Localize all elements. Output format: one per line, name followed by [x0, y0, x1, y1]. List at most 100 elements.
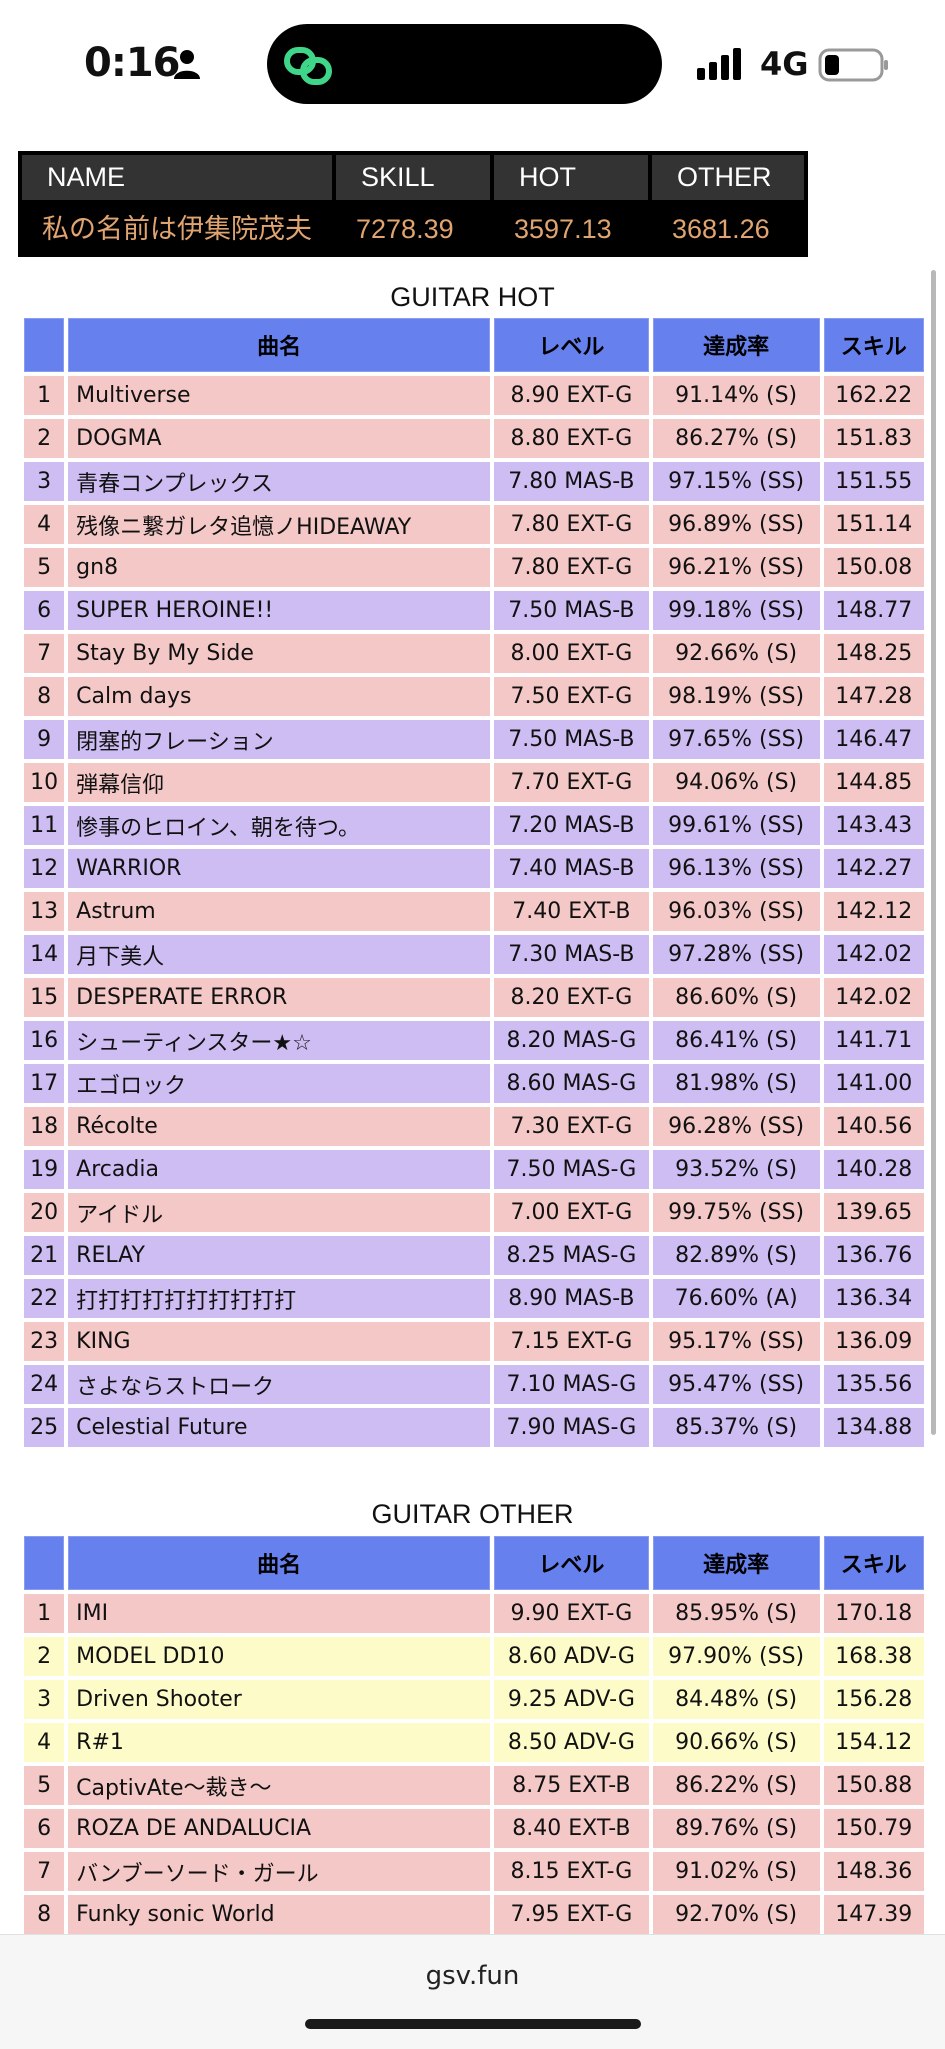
skill-cell: 142.12 — [823, 892, 924, 931]
other-col-skill: スキル — [823, 1536, 924, 1590]
skill-cell: 142.02 — [823, 935, 924, 974]
hot-table-row: 2 DOGMA 8.80 EXT-G 86.27% (S) 151.83 — [24, 419, 924, 458]
rank-cell: 9 — [24, 720, 65, 759]
rank-cell: 3 — [24, 462, 65, 501]
skill-cell: 147.28 — [823, 677, 924, 716]
other-table-row: 5 CaptivAte〜裁き〜 8.75 EXT-B 86.22% (S) 150.88 — [24, 1766, 924, 1805]
other-col-level: レベル — [494, 1536, 649, 1590]
rank-cell: 4 — [24, 1723, 65, 1762]
url-display[interactable]: gsv.fun — [425, 1961, 520, 1991]
rank-cell: 2 — [24, 419, 65, 458]
achievement-rate: 96.13% (SS) — [652, 849, 820, 888]
achievement-rate: 91.02% (S) — [652, 1852, 820, 1891]
level-cell: 7.80 EXT-G — [494, 505, 649, 544]
hot-table-row: 17 エゴロック 8.60 MAS-G 81.98% (S) 141.00 — [24, 1064, 924, 1103]
profile-header-skill: SKILL — [336, 155, 490, 200]
song-title: 弾幕信仰 — [68, 763, 491, 802]
song-title: 青春コンプレックス — [68, 462, 491, 501]
skill-cell: 151.55 — [823, 462, 924, 501]
skill-cell: 151.83 — [823, 419, 924, 458]
hot-table-row: 25 Celestial Future 7.90 MAS-G 85.37% (S) 13… — [24, 1408, 924, 1447]
achievement-rate: 97.15% (SS) — [652, 462, 820, 501]
hot-col-rate: 達成率 — [652, 318, 820, 372]
song-title: Astrum — [68, 892, 491, 931]
achievement-rate: 91.14% (S) — [652, 376, 820, 415]
level-cell: 8.20 EXT-G — [494, 978, 649, 1017]
song-title: Driven Shooter — [68, 1680, 491, 1719]
skill-cell: 136.34 — [823, 1279, 924, 1318]
song-title: エゴロック — [68, 1064, 491, 1103]
other-col-rate: 達成率 — [652, 1536, 820, 1590]
level-cell: 8.50 ADV-G — [494, 1723, 649, 1762]
song-title: 残像ニ繋ガレタ追憶ノHIDEAWAY — [68, 505, 491, 544]
skill-cell: 144.85 — [823, 763, 924, 802]
rank-cell: 7 — [24, 634, 65, 673]
achievement-rate: 94.06% (S) — [652, 763, 820, 802]
other-table: 曲名 レベル 達成率 スキル 1 IMI 9.90 EXT-G 85.95% (S) 1… — [20, 1532, 928, 1938]
skill-cell: 142.02 — [823, 978, 924, 1017]
skill-cell: 142.27 — [823, 849, 924, 888]
person-icon — [174, 50, 200, 79]
song-title: シューティンスター★☆ — [68, 1021, 491, 1060]
network-type: 4G — [760, 45, 809, 83]
level-cell: 7.15 EXT-G — [494, 1322, 649, 1361]
skill-cell: 150.88 — [823, 1766, 924, 1805]
song-title: Calm days — [68, 677, 491, 716]
song-title: KING — [68, 1322, 491, 1361]
achievement-rate: 99.18% (SS) — [652, 591, 820, 630]
skill-cell: 148.77 — [823, 591, 924, 630]
song-title: ROZA DE ANDALUCIA — [68, 1809, 491, 1848]
skill-other: 3681.26 — [672, 214, 770, 244]
skill-hot: 3597.13 — [514, 214, 612, 244]
song-title: アイドル — [68, 1193, 491, 1232]
achievement-rate: 86.27% (S) — [652, 419, 820, 458]
hot-table: 曲名 レベル 達成率 スキル 1 Multiverse 8.90 EXT-G 91.1… — [20, 314, 928, 1451]
app-link-icon — [284, 47, 332, 85]
level-cell: 7.40 EXT-B — [494, 892, 649, 931]
home-indicator[interactable] — [305, 2019, 641, 2029]
hot-table-row: 6 SUPER HEROINE!! 7.50 MAS-B 99.18% (SS) 148… — [24, 591, 924, 630]
skill-cell: 134.88 — [823, 1408, 924, 1447]
level-cell: 7.50 EXT-G — [494, 677, 649, 716]
profile-header-hot: HOT — [494, 155, 648, 200]
rank-cell: 11 — [24, 806, 65, 845]
hot-table-row: 1 Multiverse 8.90 EXT-G 91.14% (S) 162.22 — [24, 376, 924, 415]
other-table-row: 3 Driven Shooter 9.25 ADV-G 84.48% (S) 156.2… — [24, 1680, 924, 1719]
level-cell: 7.70 EXT-G — [494, 763, 649, 802]
rank-cell: 1 — [24, 376, 65, 415]
skill-cell: 141.71 — [823, 1021, 924, 1060]
rank-cell: 25 — [24, 1408, 65, 1447]
achievement-rate: 95.47% (SS) — [652, 1365, 820, 1404]
achievement-rate: 76.60% (A) — [652, 1279, 820, 1318]
rank-cell: 5 — [24, 1766, 65, 1805]
hot-table-row: 4 残像ニ繋ガレタ追憶ノHIDEAWAY 7.80 EXT-G 96.89% (SS)… — [24, 505, 924, 544]
song-title: 惨事のヒロイン、朝を待つ。 — [68, 806, 491, 845]
level-cell: 7.95 EXT-G — [494, 1895, 649, 1934]
achievement-rate: 97.65% (SS) — [652, 720, 820, 759]
skill-cell: 143.43 — [823, 806, 924, 845]
other-table-row: 6 ROZA DE ANDALUCIA 8.40 EXT-B 89.76% (S) 15… — [24, 1809, 924, 1848]
skill-cell: 154.12 — [823, 1723, 924, 1762]
rank-cell: 17 — [24, 1064, 65, 1103]
rank-cell: 2 — [24, 1637, 65, 1676]
rank-cell: 6 — [24, 591, 65, 630]
achievement-rate: 98.19% (SS) — [652, 677, 820, 716]
song-title: Stay By My Side — [68, 634, 491, 673]
skill-cell: 151.14 — [823, 505, 924, 544]
rank-cell: 4 — [24, 505, 65, 544]
page-scrollbar[interactable] — [931, 270, 936, 1435]
level-cell: 7.50 MAS-B — [494, 720, 649, 759]
song-title: Arcadia — [68, 1150, 491, 1189]
dynamic-island — [267, 24, 662, 104]
level-cell: 8.20 MAS-G — [494, 1021, 649, 1060]
achievement-rate: 96.03% (SS) — [652, 892, 820, 931]
hot-section-title: GUITAR HOT — [390, 282, 555, 312]
hot-table-row: 7 Stay By My Side 8.00 EXT-G 92.66% (S) 148.… — [24, 634, 924, 673]
profile-header-name: NAME — [22, 155, 332, 200]
achievement-rate: 89.76% (S) — [652, 1809, 820, 1848]
rank-cell: 6 — [24, 1809, 65, 1848]
rank-cell: 12 — [24, 849, 65, 888]
skill-cell: 162.22 — [823, 376, 924, 415]
achievement-rate: 96.21% (SS) — [652, 548, 820, 587]
achievement-rate: 82.89% (S) — [652, 1236, 820, 1275]
